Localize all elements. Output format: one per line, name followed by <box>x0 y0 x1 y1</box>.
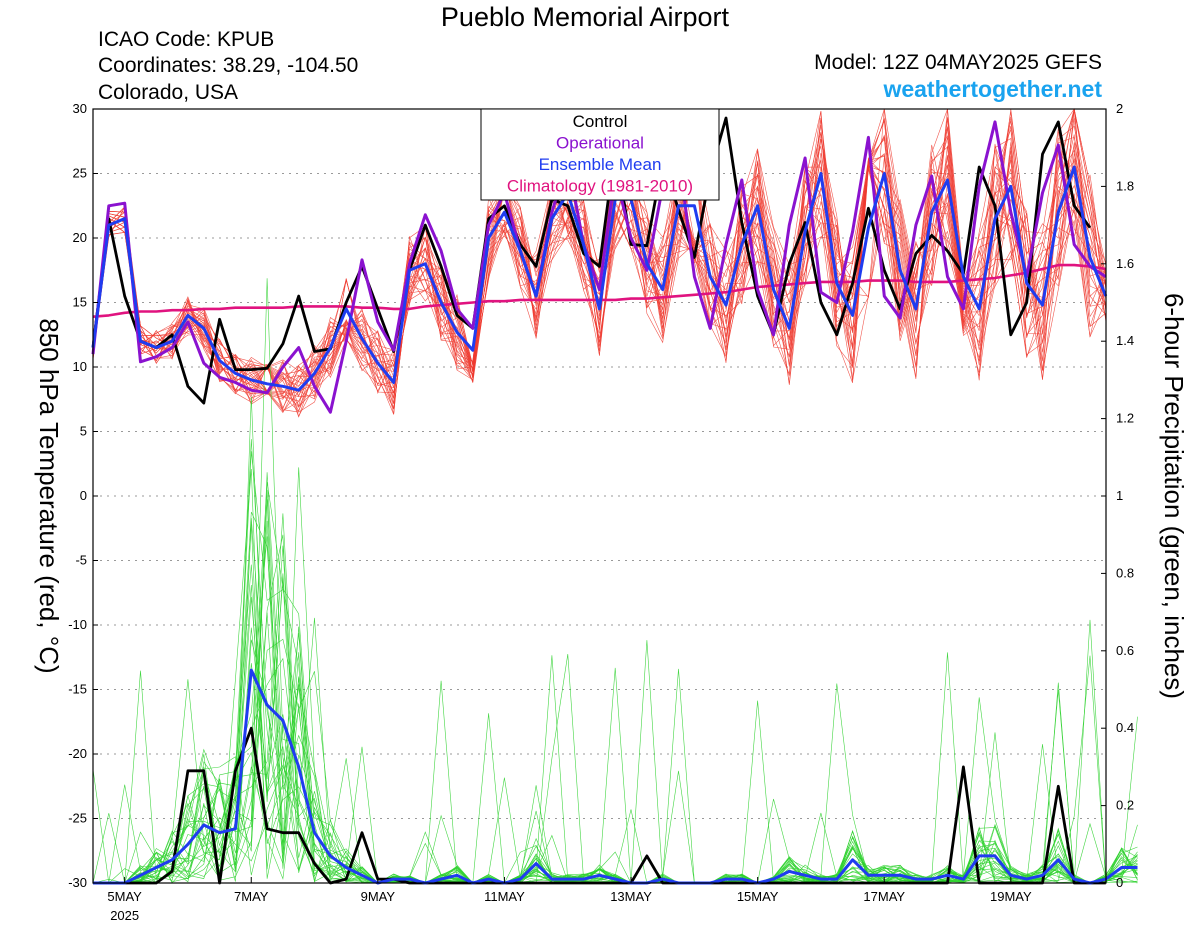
y2-tick-label: 0 <box>1116 875 1123 890</box>
x-tick-label: 17MAY <box>863 889 905 904</box>
y-tick-label: 15 <box>73 295 87 310</box>
y2-tick-label: 1 <box>1116 488 1123 503</box>
y2-tick-label: 2 <box>1116 101 1123 116</box>
y-tick-label: 30 <box>73 101 87 116</box>
coordinates: Coordinates: 38.29, -104.50 <box>98 54 359 77</box>
y-tick-label: -10 <box>68 617 87 632</box>
y-tick-label: 5 <box>80 424 87 439</box>
right-axis-title: 6-hour Precipitation (green, inches) <box>1159 293 1189 699</box>
y-tick-label: -5 <box>75 553 87 568</box>
precipitation-member-line <box>92 617 1138 884</box>
legend-entry: Ensemble Mean <box>539 155 662 174</box>
y2-tick-label: 1.2 <box>1116 411 1134 426</box>
precip-ensemble-mean-line <box>93 668 1138 885</box>
chart-title: Pueblo Memorial Airport <box>440 2 730 32</box>
precipitation-member-line <box>93 482 1138 884</box>
temperature-member-line <box>92 137 1107 418</box>
legend-entry: Operational <box>556 134 644 153</box>
y-tick-label: -30 <box>68 875 87 890</box>
legend: Control Operational Ensemble Mean Climatolo… <box>480 108 720 201</box>
x-tick-label: 11MAY <box>484 889 525 904</box>
legend-entry: Climatology (1981-2010) <box>507 177 693 196</box>
left-axis-ticks: 30 25 20 15 10 5 0 -5 -10 -15 -20 -25 -30 <box>68 101 98 890</box>
temp-control-line <box>91 116 1092 405</box>
y-tick-label: -25 <box>68 811 87 826</box>
precipitation-member-line <box>93 564 1138 884</box>
site-link[interactable]: weathertogether.net <box>883 76 1102 102</box>
y2-tick-label: 0.2 <box>1116 798 1134 813</box>
icao-code: ICAO Code: KPUB <box>98 28 275 51</box>
x-axis-ticks: 5MAY 2025 7MAY 9MAY 11MAY 13MAY 15MAY 17MAY 19MA… <box>107 877 1032 923</box>
legend-entry: Control <box>573 112 628 131</box>
legend-box <box>480 108 720 201</box>
temp-operational-line <box>91 120 1107 414</box>
x-tick-label: 5MAY <box>107 889 142 904</box>
right-axis-ticks: 2 1.8 1.6 1.4 1.2 1 0.8 0.6 0.4 0.2 0 <box>1101 101 1134 890</box>
temperature-member-line <box>92 149 1107 399</box>
y-tick-label: -15 <box>68 682 87 697</box>
temp-ensemble-mean-line <box>91 165 1108 392</box>
y-tick-label: 20 <box>73 230 87 245</box>
y2-tick-label: 1.8 <box>1116 178 1134 193</box>
temperature-member-line <box>92 127 1107 402</box>
y2-tick-label: 1.4 <box>1116 333 1134 348</box>
temperature-member-line <box>92 108 1107 412</box>
x-tick-year: 2025 <box>110 908 139 923</box>
ensemble-member-lines <box>92 108 1138 885</box>
y2-tick-label: 0.4 <box>1116 720 1134 735</box>
temperature-member-line <box>92 118 1106 398</box>
x-tick-label: 19MAY <box>990 889 1032 904</box>
model-run: Model: 12Z 04MAY2025 GEFS <box>814 51 1102 74</box>
precip-control-line <box>93 726 1106 885</box>
y2-tick-label: 0.6 <box>1116 643 1134 658</box>
temperature-member-line <box>92 108 1107 397</box>
y-tick-label: -20 <box>68 746 87 761</box>
y2-tick-label: 1.6 <box>1116 256 1134 271</box>
x-tick-label: 9MAY <box>361 889 396 904</box>
precipitation-member-line <box>93 520 1138 884</box>
y2-tick-label: 0.8 <box>1116 565 1134 580</box>
precipitation-member-line <box>93 597 1138 884</box>
x-tick-label: 7MAY <box>234 889 269 904</box>
temperature-member-line <box>92 111 1107 394</box>
y-tick-label: 10 <box>73 359 87 374</box>
x-tick-label: 15MAY <box>737 889 779 904</box>
y-tick-label: 0 <box>80 488 87 503</box>
left-axis-title: 850 hPa Temperature (red, °C) <box>34 318 64 673</box>
location: Colorado, USA <box>98 81 239 104</box>
y-tick-label: 25 <box>73 166 87 181</box>
precipitation-member-line <box>93 524 1138 884</box>
temperature-member-line <box>92 125 1107 397</box>
x-tick-label: 13MAY <box>610 889 652 904</box>
